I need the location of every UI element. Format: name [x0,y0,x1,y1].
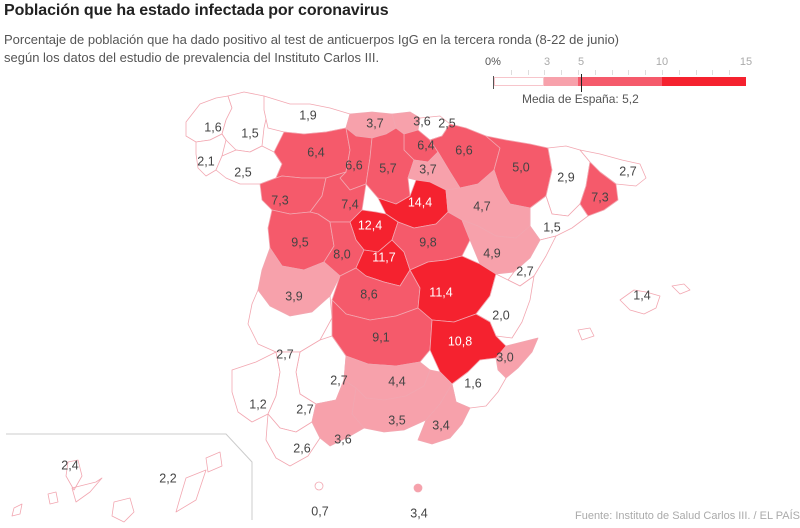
color-legend: 0% 3 5 10 15 Media de España: 5,2 [485,56,753,106]
legend-minor-tick [578,70,579,75]
province-value-albacete: 10,8 [448,334,472,348]
province-value-lugo: 1,5 [241,126,258,140]
province-value-bizkaia: 3,6 [413,114,430,128]
legend-tick-10: 10 [655,56,669,68]
province-value-granada: 3,5 [388,413,405,427]
subtitle-line-2: según los datos del estudio de prevalenc… [4,50,380,65]
province-value-pontevedra: 2,1 [197,154,214,168]
province-value-melilla: 3,4 [410,506,427,520]
chart-title: Población que ha estado infectada por co… [4,2,389,19]
legend-origin-mark [493,76,494,89]
legend-average-marker [581,74,583,92]
province-value-burgos: 5,7 [379,161,396,175]
legend-minor-tick [561,70,563,75]
province-value-santa-cruz-de-tenerife: 2,4 [61,458,78,472]
subtitle-line-1: Porcentaje de población que ha dado posi… [4,32,620,47]
province-value-a-coruna: 1,6 [204,120,221,134]
province-almeria [417,383,471,445]
legend-tick-15: 15 [739,56,753,68]
province-value-jaen: 4,4 [388,374,405,388]
province-value-almeria: 3,4 [432,418,449,432]
canary-inset-frame [6,433,253,520]
province-value-ourense: 2,5 [234,165,251,179]
legend-minor-tick [544,70,546,75]
legend-tick-0: 0% [485,56,501,68]
province-value-cuenca: 11,4 [429,285,452,299]
province-santa-cruz-de-tenerife [11,459,103,517]
province-value-leon: 6,4 [307,145,324,159]
province-value-las-palmas: 2,2 [159,471,176,485]
legend-minor-tick [527,70,529,75]
province-value-ceuta: 0,7 [311,504,328,518]
legend-minor-tick [729,70,731,75]
province-baleares [577,283,691,341]
legend-swatch-3-5 [544,77,578,86]
province-valencia [475,273,535,339]
province-value-madrid: 11,7 [372,250,395,264]
province-melilla [413,483,423,493]
province-value-baleares: 1,4 [633,288,650,302]
source-credit: Fuente: Instituto de Salud Carlos III. /… [574,510,800,522]
province-value-asturias: 1,9 [299,108,316,122]
province-value-zamora: 7,3 [271,193,288,207]
legend-minor-tick [712,70,714,75]
province-value-gipuzkoa: 2,5 [438,116,455,130]
province-value-avila: 8,0 [333,247,350,261]
province-value-huesca: 5,0 [512,160,529,174]
province-value-tarragona: 1,5 [543,220,560,234]
province-value-badajoz: 2,7 [276,347,293,361]
province-value-segovia: 12,4 [358,218,382,232]
province-value-soria: 14,4 [408,195,432,209]
province-value-cordoba: 2,7 [330,373,347,387]
province-value-valladolid: 7,4 [341,197,358,211]
province-value-zaragoza: 4,7 [473,199,490,213]
legend-minor-tick [678,70,680,75]
province-value-la-rioja: 3,7 [419,162,436,176]
province-las-palmas [111,451,223,523]
province-ceuta [314,481,324,491]
province-value-murcia: 1,6 [464,376,481,390]
province-value-sevilla: 2,7 [296,402,313,416]
province-value-lleida: 2,9 [557,170,574,184]
province-value-guadalajara: 9,8 [419,235,436,249]
province-value-castellon: 2,7 [516,264,533,278]
legend-swatch-0-3 [494,77,545,86]
province-value-navarra: 6,6 [455,143,472,157]
chart-subtitle: Porcentaje de población que ha dado posi… [4,31,644,67]
province-value-salamanca: 9,5 [291,235,308,249]
legend-tick-3: 3 [543,56,551,68]
legend-minor-tick [645,70,647,75]
legend-minor-tick [695,70,697,75]
province-value-barcelona: 7,3 [591,190,608,204]
legend-minor-tick [628,70,630,75]
legend-minor-tick [510,70,512,75]
province-value-toledo: 8,6 [360,287,377,301]
province-value-teruel: 4,9 [483,246,500,260]
legend-swatch-5-10 [578,77,662,86]
legend-minor-tick [594,70,596,75]
province-cadiz [265,413,321,467]
province-value-cadiz: 2,6 [293,441,310,455]
legend-average-label: Media de España: 5,2 [522,92,639,106]
province-value-malaga: 3,6 [334,432,351,446]
province-value-ciudad-real: 9,1 [372,330,389,344]
province-value-caceres: 3,9 [285,289,302,303]
province-value-valencia: 2,0 [492,308,509,322]
province-value-alicante: 3,0 [496,350,513,364]
legend-minor-tick [662,70,663,75]
province-value-girona: 2,7 [619,164,636,178]
legend-swatch-10-15 [662,77,746,86]
province-value-huelva: 1,2 [249,397,266,411]
province-value-cantabria: 3,7 [366,116,383,130]
province-value-alava: 6,4 [417,138,434,152]
legend-tick-5: 5 [577,56,585,68]
province-malaga [311,379,365,447]
legend-minor-tick [611,70,613,75]
province-value-palencia: 6,6 [345,158,362,172]
